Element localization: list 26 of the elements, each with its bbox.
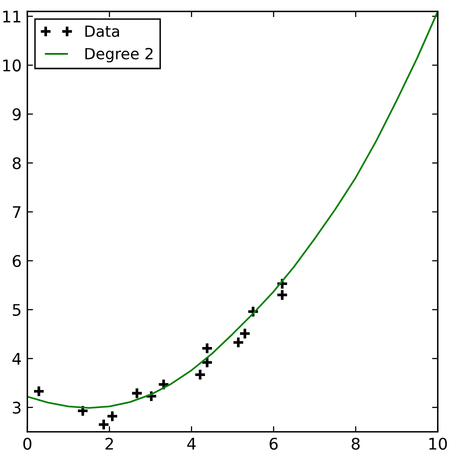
- point: [200, 356, 214, 369]
- point: [32, 385, 46, 398]
- x-tick-label: 10: [429, 438, 447, 450]
- point: [194, 368, 206, 381]
- y-tick-label: 7: [12, 206, 20, 218]
- legend-label: Data: [85, 26, 119, 37]
- legend-label: Degree 2: [85, 48, 153, 62]
- x-tick-label: 0: [23, 438, 32, 450]
- point: [106, 410, 118, 422]
- y-tick-label: 6: [12, 254, 21, 268]
- y-tick-label: 9: [12, 108, 21, 120]
- point: [98, 418, 110, 431]
- y-tick-label: 4: [12, 352, 21, 365]
- x-tick-label: 2: [106, 438, 113, 450]
- y-tick-label: 11: [3, 10, 20, 22]
- y-tick-label: 3: [12, 402, 21, 414]
- y-tick-label: 8: [12, 157, 21, 170]
- x-tick-label: 4: [187, 438, 196, 450]
- point: [130, 387, 144, 400]
- point: [76, 404, 89, 418]
- point: [276, 288, 288, 302]
- point: [200, 342, 214, 354]
- y-tick-label: 10: [3, 59, 21, 72]
- x-tick-label: 6: [270, 438, 278, 450]
- y-tick-label: 5: [12, 304, 20, 316]
- x-tick-label: 8: [352, 438, 360, 450]
